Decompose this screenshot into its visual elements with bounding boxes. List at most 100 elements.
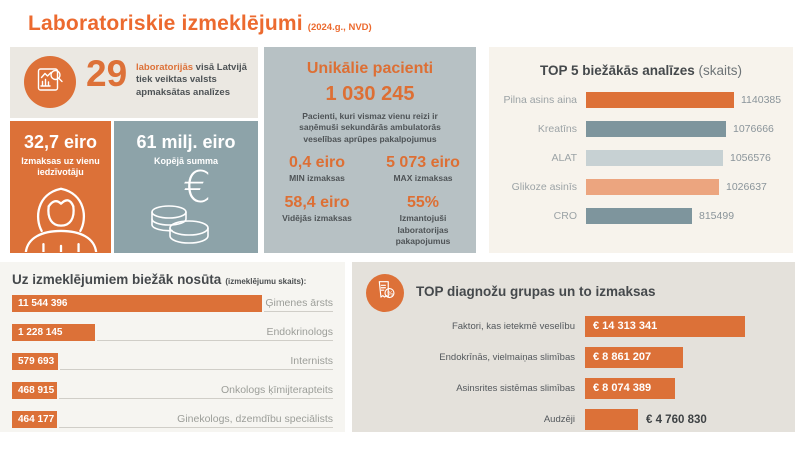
- bar: 579 693: [12, 353, 58, 370]
- top5-analyses-panel: TOP 5 biežākās analīzes (skaits) Pilna a…: [489, 47, 793, 253]
- top5-title-bold: TOP 5 biežākās analīzes: [539, 63, 695, 78]
- stat-avg-value: 58,4 eiro: [284, 194, 350, 212]
- stat-min-label: MIN izmaksas: [289, 173, 345, 184]
- chart-row: 579 693 Internists: [12, 353, 333, 370]
- stat-max: 5 073 eiro MAX izmaksas: [370, 154, 476, 184]
- bar-value: 1076666: [733, 122, 774, 135]
- cost-per-capita-label: Izmaksas uz vienu iedzīvotāju: [21, 156, 100, 178]
- bar: [585, 409, 638, 430]
- stat-avg-label: Vidējās izmaksas: [282, 213, 352, 224]
- bar-label: Pilna asins aina: [503, 93, 577, 106]
- svg-text:%: %: [387, 289, 393, 297]
- row-underline: [59, 427, 333, 428]
- page-title: Laboratoriskie izmeklējumi: [28, 12, 303, 35]
- top5-chart: Pilna asins aina 1140385 Kreatīns 1076666 AL…: [489, 91, 793, 224]
- bar-value: 1140385: [741, 93, 782, 106]
- total-sum-value: 61 milj. eiro: [136, 132, 236, 152]
- labs-text-highlight: laboratorijās: [136, 62, 194, 73]
- bar: [586, 207, 692, 224]
- cost-per-capita-box: 32,7 eiro Izmaksas uz vienu iedzīvotāju: [10, 121, 111, 253]
- bar-label: Ginekologs, dzemdību speciālists: [177, 413, 333, 425]
- stat-share-value: 55%: [406, 194, 440, 212]
- person-icon: [17, 180, 105, 253]
- labs-panel: 29 laboratorijās visā Latvijā tiek veikt…: [10, 47, 258, 118]
- bar: 1 228 145: [12, 324, 95, 341]
- cost-per-capita-value: 32,7 eiro: [23, 132, 98, 152]
- bar-value: 1 228 145: [18, 327, 63, 338]
- row-underline: [59, 398, 333, 399]
- chart-report-magnifier-icon: [34, 64, 66, 101]
- bar-label: Endokrīnās, vielmaiņas slimības: [439, 352, 575, 363]
- chart-row: 468 915 Onkologs ķīmijterapteits: [12, 382, 333, 399]
- bar: [586, 120, 726, 137]
- bar-value: 1056576: [730, 151, 771, 164]
- chart-row: Kreatīns 1076666: [489, 120, 793, 137]
- bar: 11 544 396: [12, 295, 262, 312]
- chart-row: Endokrīnās, vielmaiņas slimības € 8 861 2…: [370, 347, 780, 368]
- bar: [586, 149, 723, 166]
- total-sum-label: Kopējā summa: [153, 156, 219, 166]
- bar-with-value: € 14 313 341: [585, 316, 745, 337]
- stat-share: 55% Izmantojuši laboratorijas pakapojumu…: [370, 194, 476, 246]
- chart-row: CRO 815499: [489, 207, 793, 224]
- stat-min: 0,4 eiro MIN izmaksas: [264, 154, 370, 184]
- diagnoses-title: TOP diagnožu grupas un to izmaksas: [416, 284, 656, 299]
- diagnoses-icon-circle: %: [366, 274, 404, 312]
- chart-row: Glikoze asinīs 1026637: [489, 178, 793, 195]
- patient-stats-grid: 0,4 eiro MIN izmaksas 5 073 eiro MAX izm…: [264, 154, 476, 246]
- diagnoses-panel: % TOP diagnožu grupas un to izmaksas Fak…: [352, 262, 795, 432]
- bar: 464 177: [12, 411, 57, 428]
- unique-patients-title: Unikālie pacienti: [306, 60, 434, 77]
- stat-avg: 58,4 eiro Vidējās izmaksas: [264, 194, 370, 246]
- euro-coins-icon: €: [131, 160, 241, 253]
- chart-row: Pilna asins aina 1140385: [489, 91, 793, 108]
- bar-label: Onkologs ķīmijterapteits: [220, 384, 333, 396]
- top5-title-sub: (skaits): [698, 63, 743, 78]
- labs-text-rest: visā Latvijā tiek veiktas valsts apmaksā…: [136, 62, 247, 98]
- chart-row: 1 228 145 Endokrinologs: [12, 324, 333, 341]
- bar-value: 1026637: [726, 180, 767, 193]
- referrals-title-bold: Uz izmeklējumiem biežāk nosūta: [12, 272, 222, 287]
- row-underline: [264, 311, 333, 312]
- row-underline: [60, 369, 333, 370]
- bar-label: Glikoze asinīs: [511, 180, 577, 193]
- bar: [586, 178, 719, 195]
- svg-text:€: €: [183, 162, 211, 213]
- bar-value: 468 915: [18, 385, 55, 396]
- stat-share-label: Izmantojuši laboratorijas pakapojumus: [395, 213, 451, 246]
- chart-row: 464 177 Ginekologs, dzemdību speciālists: [12, 411, 333, 428]
- labs-icon-circle: [24, 56, 76, 108]
- chart-row: 11 544 396 Ģimenes ārsts: [12, 295, 333, 312]
- bar-label: Endokrinologs: [266, 326, 333, 338]
- chart-row: ALAT 1056576: [489, 149, 793, 166]
- bar-label: Audzēji: [543, 414, 575, 425]
- bar-with-value: € 8 074 389: [585, 378, 675, 399]
- row-underline: [97, 340, 333, 341]
- bar-label: Ģimenes ārsts: [265, 297, 333, 309]
- diagnoses-chart: Faktori, kas ietekmē veselību € 14 313 34…: [370, 316, 780, 440]
- bar-value: 815499: [699, 209, 735, 222]
- chart-row: Asinsrites sistēmas slimības € 8 074 389: [370, 378, 780, 399]
- labs-count: 29: [86, 53, 128, 94]
- top5-title: TOP 5 biežākās analīzes (skaits): [489, 63, 793, 78]
- bar-value: 11 544 396: [18, 298, 68, 309]
- total-sum-box: 61 milj. eiro Kopējā summa €: [114, 121, 258, 253]
- bar-value: 464 177: [18, 414, 55, 425]
- bar-label: Kreatīns: [537, 122, 577, 135]
- bar-value: 579 693: [18, 356, 55, 367]
- unique-patients-panel: Unikālie pacienti 1 030 245 Pacienti, ku…: [264, 47, 476, 253]
- referrals-panel: Uz izmeklējumiem biežāk nosūta (izmeklēju…: [0, 262, 345, 432]
- chart-row: Audzēji € 4 760 830: [370, 409, 780, 430]
- bar-label: Internists: [290, 355, 333, 367]
- stat-min-value: 0,4 eiro: [288, 154, 346, 172]
- page-header: Laboratoriskie izmeklējumi (2024.g., NVD): [28, 12, 372, 36]
- bar: [586, 91, 734, 108]
- referrals-title-sub: (izmeklējumu skaits):: [225, 277, 307, 286]
- unique-patients-count: 1 030 245: [325, 83, 415, 105]
- bar-value: € 4 760 830: [646, 413, 707, 426]
- bar-label: Faktori, kas ietekmē veselību: [451, 321, 575, 332]
- page-subtitle: (2024.g., NVD): [307, 22, 372, 33]
- unique-patients-description: Pacienti, kuri vismaz vienu reizi ir saņ…: [299, 111, 441, 144]
- referrals-chart: 11 544 396 Ģimenes ārsts 1 228 145 Endokrin…: [12, 295, 333, 440]
